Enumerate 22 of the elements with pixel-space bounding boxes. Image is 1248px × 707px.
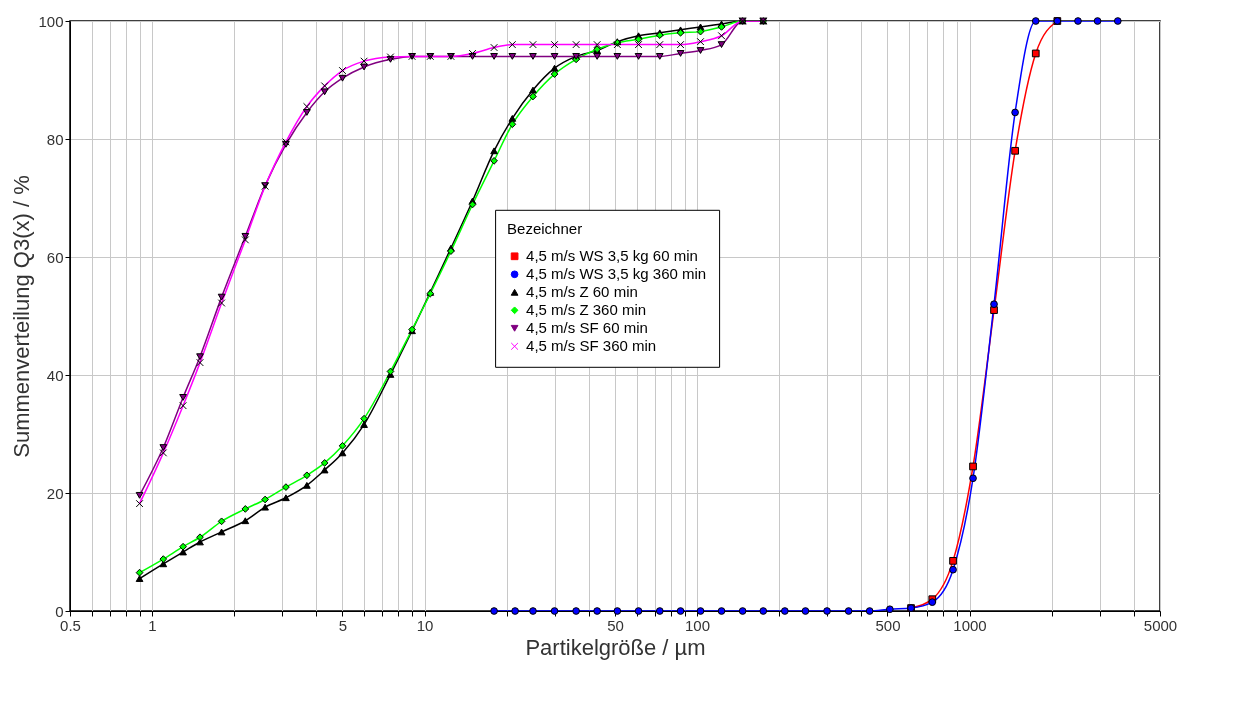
- y-tick-label: 20: [46, 484, 64, 502]
- x-tick-label: 50: [607, 616, 624, 634]
- legend-label: 4,5 m/s Z 360 min: [526, 301, 647, 319]
- x-tick-label: 1000: [953, 616, 987, 634]
- x-tick-label: 100: [685, 616, 711, 634]
- y-axis-title: Summenverteilung Q3(x) / %: [9, 175, 35, 458]
- y-tick-label: 40: [46, 366, 64, 384]
- y-tick-label: 60: [46, 248, 64, 266]
- legend-label: 4,5 m/s SF 360 min: [526, 337, 657, 355]
- y-tick-label: 100: [38, 12, 64, 30]
- x-tick-label: 5000: [1143, 616, 1178, 634]
- x-tick-label: 500: [875, 616, 901, 634]
- y-tick-label: 80: [46, 130, 64, 148]
- legend-title: Bezeichner: [507, 219, 583, 237]
- legend-label: 4,5 m/s WS 3,5 kg 60 min: [526, 247, 698, 265]
- x-tick-label: 1: [148, 616, 157, 634]
- legend-label: 4,5 m/s SF 60 min: [526, 319, 648, 337]
- x-tick-label: 5: [338, 616, 348, 634]
- legend-label: 4,5 m/s WS 3,5 kg 360 min: [526, 265, 707, 283]
- x-axis-title: Partikelgröße / µm: [525, 634, 706, 660]
- x-tick-label: 10: [416, 616, 434, 634]
- legend-label: 4,5 m/s Z 60 min: [526, 283, 638, 301]
